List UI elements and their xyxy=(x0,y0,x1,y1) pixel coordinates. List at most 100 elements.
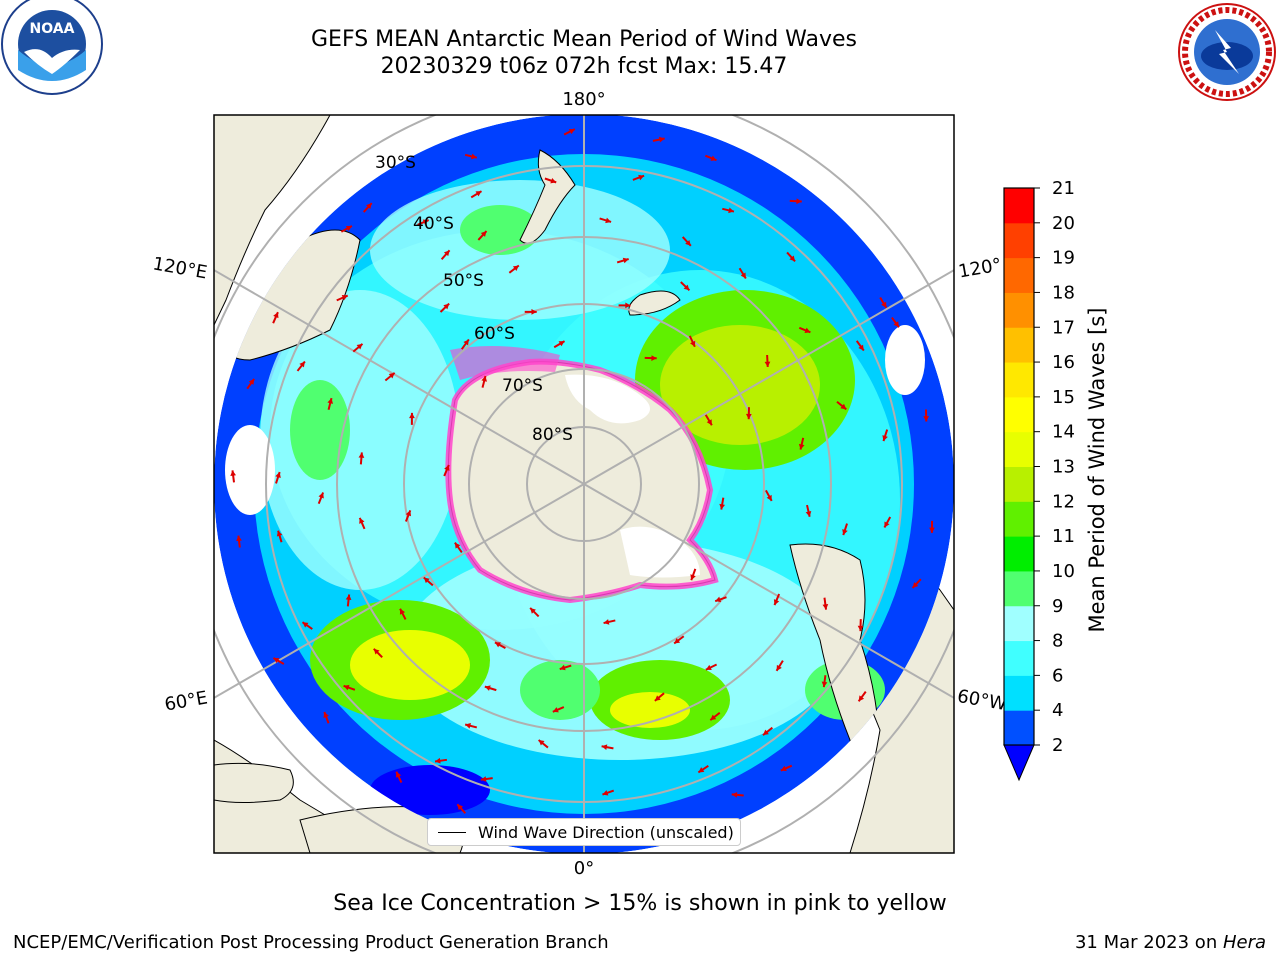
direction-arrow-head xyxy=(481,375,487,382)
direction-arrow-head xyxy=(345,594,352,601)
direction-arrow-head xyxy=(625,302,631,309)
direction-arrow-head xyxy=(356,343,363,350)
direction-arrow-head xyxy=(568,128,575,135)
direction-arrow-head xyxy=(884,521,890,528)
legend-label: Wind Wave Direction (unscaled) xyxy=(478,823,734,842)
direction-arrow-head xyxy=(463,339,469,346)
direction-arrow-head xyxy=(409,412,415,419)
direction-arrow-head xyxy=(766,494,772,501)
direction-arrow-head xyxy=(622,257,629,264)
direction-arrow-head xyxy=(443,250,450,257)
direction-arrow-head xyxy=(719,503,726,510)
direction-arrow-head xyxy=(858,344,864,351)
direction-arrow-head xyxy=(343,684,350,691)
colorbar-segment xyxy=(1004,570,1034,607)
direction-arrow-head xyxy=(323,711,329,718)
direction-arrow-head xyxy=(273,312,279,319)
direction-arrow-head xyxy=(858,695,865,702)
direction-arrow-head xyxy=(731,791,738,798)
colorbar: 2 4 6 8 9 10 11 12 13 14 15 16 17 18 19 20 21 xyxy=(1003,180,1075,782)
direction-arrow-head xyxy=(893,321,899,328)
lat-label-80s: 80°S xyxy=(532,425,573,445)
colorbar-tick-label: 16 xyxy=(1052,352,1075,373)
direction-arrow-head xyxy=(605,217,612,224)
footer-date: 31 Mar 2023 on Hera xyxy=(1075,932,1266,953)
colorbar-label: Mean Period of Wind Waves [s] xyxy=(1085,307,1109,633)
direction-arrow-head xyxy=(912,582,919,588)
colorbar-tick-label: 18 xyxy=(1052,282,1075,303)
lon-label-0: 0° xyxy=(574,858,594,879)
direction-arrow-head xyxy=(471,153,477,160)
legend: Wind Wave Direction (unscaled) xyxy=(427,818,741,846)
colorbar-segment xyxy=(1004,710,1034,746)
colorbar-segment xyxy=(1004,605,1034,642)
direction-arrow-head xyxy=(654,695,661,701)
lon-label-120e: 120°E xyxy=(151,253,209,283)
direction-arrow-head xyxy=(929,527,935,533)
direction-arrow-head xyxy=(422,219,429,225)
direction-arrow-head xyxy=(710,714,717,721)
direction-arrow-head xyxy=(740,272,746,279)
colorbar-tick-label: 6 xyxy=(1052,665,1063,686)
colorbar-tick-label: 2 xyxy=(1052,735,1063,756)
direction-arrow-head xyxy=(601,744,608,751)
colorbar-tick-label: 10 xyxy=(1052,561,1075,582)
direction-arrow-head xyxy=(465,723,471,729)
colorbar-segment xyxy=(1004,501,1034,537)
lon-label-60e: 60°E xyxy=(163,687,209,715)
direction-arrow-head xyxy=(358,452,365,458)
direction-arrow-head xyxy=(435,757,441,764)
direction-arrow-head xyxy=(710,155,717,161)
direction-arrow-head xyxy=(248,378,255,385)
direction-arrow-head xyxy=(531,309,537,315)
noaa-logo: NOAA xyxy=(1,0,103,95)
footer-organization: NCEP/EMC/Verification Post Processing Pr… xyxy=(13,932,609,953)
direction-arrow-head xyxy=(345,226,352,232)
direction-arrow-head xyxy=(341,295,348,301)
direction-arrow-head xyxy=(638,174,645,181)
direction-arrow-head xyxy=(318,492,324,499)
lat-label-40s: 40°S xyxy=(413,214,454,234)
nws-logo xyxy=(1178,3,1276,101)
colorbar-tick-label: 12 xyxy=(1052,491,1075,512)
direction-arrow-head xyxy=(796,198,802,205)
colorbar-segment xyxy=(1004,396,1034,433)
direction-arrow-head xyxy=(395,771,402,778)
footer-date-text: 31 Mar 2023 on xyxy=(1074,932,1223,953)
chart-title: GEFS MEAN Antarctic Mean Period of Wind … xyxy=(311,27,857,52)
colorbar-segment xyxy=(1004,188,1034,224)
direction-arrow-head xyxy=(706,419,712,426)
colorbar-segment xyxy=(1004,257,1034,293)
direction-arrow-head xyxy=(776,664,782,671)
direction-arrow-head xyxy=(327,398,333,404)
direction-arrow-head xyxy=(484,685,491,691)
direction-arrow-head xyxy=(359,517,365,524)
direction-arrow-head xyxy=(236,535,242,542)
direction-arrow-head xyxy=(405,510,412,517)
direction-arrow-head xyxy=(651,355,657,361)
direction-arrow-head xyxy=(276,530,283,537)
direction-arrow-head xyxy=(685,239,691,246)
colorbar-tick-label: 21 xyxy=(1052,180,1075,199)
colorbar-tick-label: 19 xyxy=(1052,248,1075,269)
direction-arrow-head xyxy=(658,136,665,143)
direction-arrow-head xyxy=(715,596,722,603)
direction-arrow-head xyxy=(690,574,696,581)
direction-arrow-head xyxy=(805,510,812,517)
direction-arrow-head xyxy=(512,265,519,271)
colorbar-tick-label: 20 xyxy=(1052,213,1075,234)
colorbar-tick-label: 8 xyxy=(1052,631,1063,652)
colorbar-segment xyxy=(1004,327,1034,363)
direction-arrow-head xyxy=(840,403,847,410)
direction-arrow-head xyxy=(373,648,380,655)
direction-arrow-head xyxy=(705,664,712,671)
direction-arrow-head xyxy=(745,413,752,420)
colorbar-segment xyxy=(1004,431,1034,467)
direction-arrow-head xyxy=(857,625,864,632)
direction-arrow-head xyxy=(780,765,787,772)
colorbar-tick-label: 9 xyxy=(1052,596,1063,617)
direction-arrow-head xyxy=(552,707,559,713)
direction-arrow-head xyxy=(690,340,696,347)
wave-period-field xyxy=(214,115,954,853)
